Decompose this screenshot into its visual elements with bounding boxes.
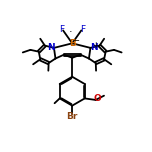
Text: N: N <box>90 43 97 52</box>
Text: +: + <box>93 41 99 50</box>
Text: −: − <box>72 36 79 45</box>
Text: .: . <box>69 24 73 35</box>
Text: B: B <box>69 38 76 48</box>
Text: Br: Br <box>67 112 78 121</box>
Text: F: F <box>80 25 85 34</box>
Text: O: O <box>93 94 101 103</box>
Text: N: N <box>47 43 54 52</box>
Text: F: F <box>59 25 65 34</box>
